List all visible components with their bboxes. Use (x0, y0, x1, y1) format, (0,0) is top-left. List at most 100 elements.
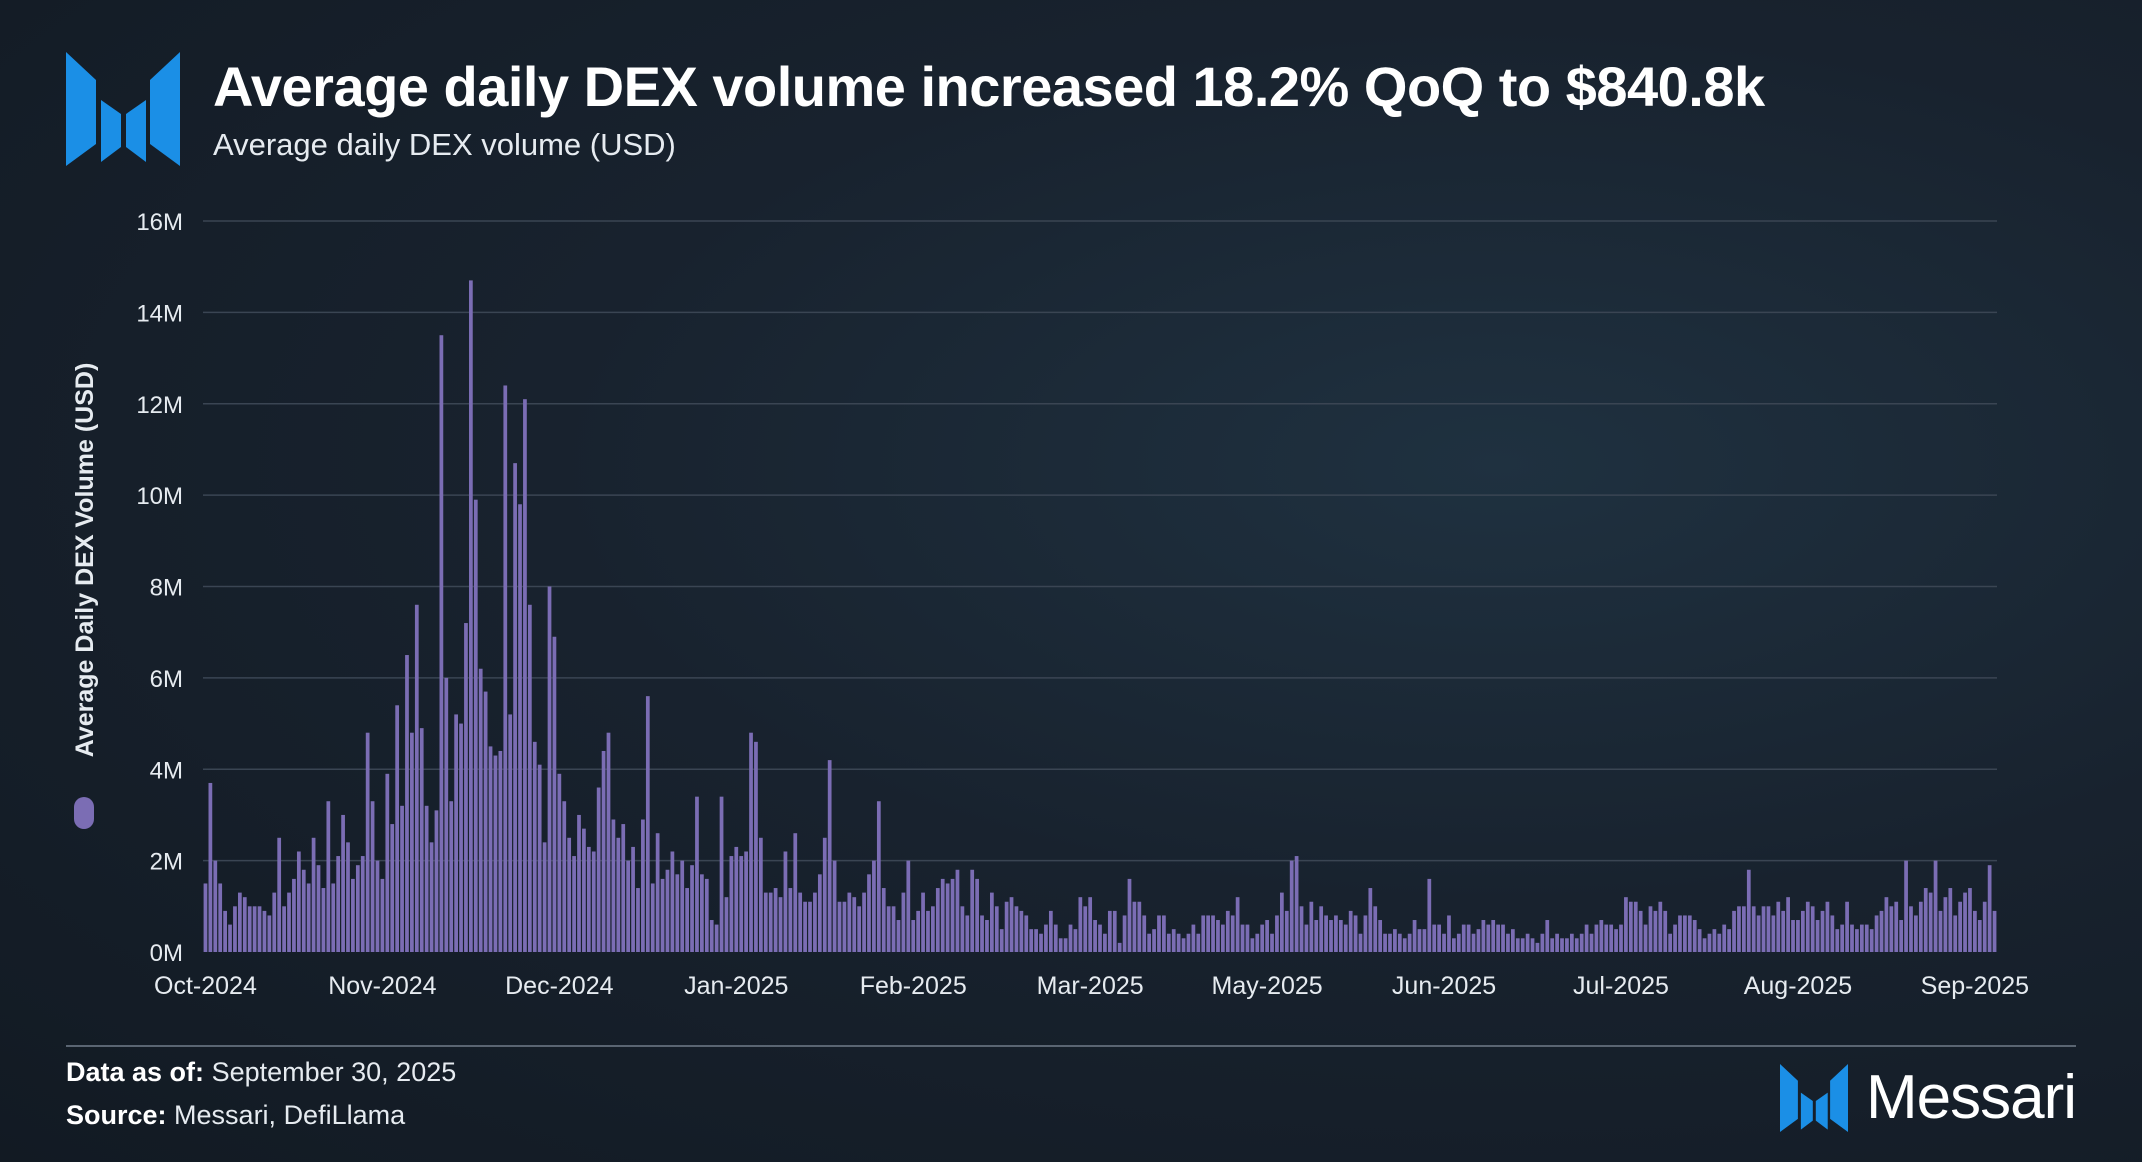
bar (1678, 915, 1682, 952)
bar (1142, 915, 1147, 952)
bar (1162, 915, 1166, 952)
y-tick-label: 12M (136, 392, 183, 419)
bar (591, 851, 596, 952)
bar (1009, 897, 1014, 952)
chart-title: Average daily DEX volume increased 18.2%… (213, 55, 1765, 118)
bar (1329, 920, 1333, 952)
bar (1619, 924, 1623, 952)
bar (1363, 915, 1368, 952)
bar (223, 910, 227, 952)
bar (1845, 901, 1849, 952)
bar (1181, 938, 1186, 952)
bar (1461, 924, 1466, 952)
bar (1098, 924, 1102, 952)
bar (1348, 910, 1353, 952)
bar (321, 888, 326, 952)
bar (1766, 906, 1771, 952)
bar (1737, 906, 1741, 952)
bar (1456, 933, 1461, 952)
bar (1889, 906, 1894, 952)
bar (331, 883, 336, 952)
bar (945, 883, 950, 952)
bar (365, 732, 370, 952)
bar (1476, 929, 1481, 952)
bar (1884, 897, 1889, 952)
bar (1299, 906, 1304, 952)
bar (1496, 924, 1500, 952)
bar (1732, 910, 1736, 952)
bar (1707, 933, 1712, 952)
bar (1653, 910, 1658, 952)
bar (1609, 924, 1614, 952)
bar (975, 878, 979, 952)
data-as-of: Data as of: September 30, 2025 (66, 1057, 456, 1088)
bar (631, 846, 635, 952)
bar (1820, 910, 1825, 952)
bar (469, 280, 473, 952)
bar (1309, 901, 1314, 952)
bar (1520, 938, 1525, 952)
bar (419, 728, 424, 952)
bar (1019, 910, 1024, 952)
bar (1383, 933, 1387, 952)
bar (424, 805, 429, 952)
bar (1953, 915, 1958, 952)
bar (990, 892, 994, 952)
bar (827, 760, 832, 952)
bar (1800, 910, 1805, 952)
bar (242, 897, 247, 952)
bar (586, 846, 591, 952)
bar (1442, 933, 1446, 952)
bar (862, 892, 866, 952)
bar (1103, 933, 1107, 952)
bar (931, 906, 935, 952)
bar (886, 906, 891, 952)
bar (1982, 901, 1987, 952)
bar (557, 773, 562, 952)
bar (1166, 933, 1171, 952)
bar (1864, 924, 1869, 952)
bar (1373, 906, 1378, 952)
bar (1727, 929, 1731, 952)
bar (444, 677, 449, 952)
bar (1805, 901, 1810, 952)
bar (1638, 910, 1643, 952)
bar (655, 833, 660, 952)
bar (1545, 920, 1550, 952)
bar (1761, 906, 1766, 952)
bar (1786, 897, 1790, 952)
bar (272, 892, 277, 952)
bar (704, 878, 709, 952)
bar (601, 750, 606, 952)
bar (1594, 924, 1599, 952)
bar (454, 714, 458, 952)
bar (1039, 933, 1043, 952)
bar (1230, 915, 1235, 952)
bar (1535, 942, 1540, 952)
bar (311, 837, 316, 952)
bar (1471, 933, 1476, 952)
bar (1692, 920, 1697, 952)
bar (532, 741, 537, 952)
bar (837, 901, 842, 952)
bar (1830, 915, 1835, 952)
bar (685, 888, 690, 952)
bar (478, 668, 483, 952)
bar (1196, 933, 1201, 952)
bar (1776, 901, 1781, 952)
bar (1628, 901, 1633, 952)
bar (439, 335, 444, 952)
bar (1958, 901, 1963, 952)
x-tick-label: May-2025 (1212, 972, 1323, 1000)
bar (857, 906, 862, 952)
bar (1073, 929, 1078, 952)
bar (729, 856, 734, 952)
bar (783, 851, 788, 952)
bar (552, 636, 557, 952)
bar (316, 865, 321, 952)
bar (734, 846, 739, 952)
x-tick-label: Sep-2025 (1921, 972, 2029, 1000)
bar (906, 860, 911, 952)
bar (1275, 915, 1279, 952)
